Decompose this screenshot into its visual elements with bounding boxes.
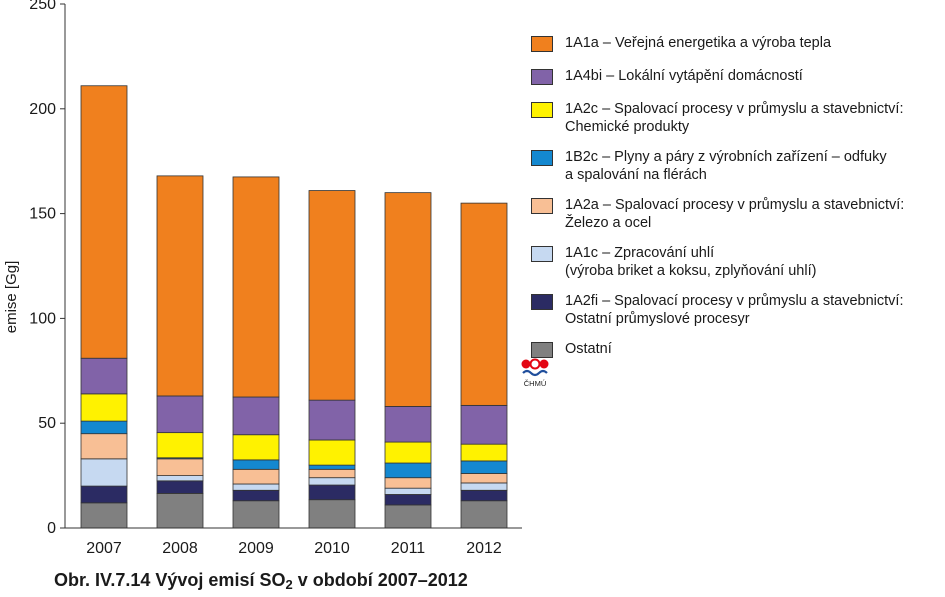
chmu-logo: ČHMÚ xyxy=(519,358,551,390)
bar-2008-series-0 xyxy=(156,493,204,529)
bar-2009-series-3 xyxy=(232,468,280,485)
x-tick-label: 2008 xyxy=(162,540,198,557)
bar-2007-series-2 xyxy=(80,458,128,487)
bar-2012-series-5 xyxy=(460,443,508,462)
legend-label: 1A1c – Zpracování uhlí (výroba briket a … xyxy=(565,245,817,279)
legend-swatch xyxy=(531,36,553,52)
bar-2009-series-1 xyxy=(232,489,280,502)
axes-layer: 2007 2008 2009 2010 2011 2012 0 50 100 150 200 250 xyxy=(29,0,522,557)
legend-label: 1A2c – Spalovací procesy v průmyslu a st… xyxy=(565,101,904,135)
bar-2009-series-2 xyxy=(232,483,280,491)
legend-swatch xyxy=(531,246,553,262)
legend-item: Ostatní xyxy=(531,340,612,358)
bar-2010-series-0 xyxy=(308,499,356,529)
bar-2011-series-1 xyxy=(384,494,432,506)
legend-item: 1A2fi – Spalovací procesy v průmyslu a s… xyxy=(531,292,904,328)
legend-swatch xyxy=(531,69,553,85)
bar-2010-series-4 xyxy=(308,464,356,470)
y-tick-label: 0 xyxy=(47,520,56,537)
bar-2012-series-4 xyxy=(460,460,508,474)
bar-2007-series-6 xyxy=(80,357,128,395)
legend-swatch xyxy=(531,294,553,310)
legend-swatch xyxy=(531,342,553,358)
bar-2008-series-2 xyxy=(156,475,204,482)
bar-2012-series-7 xyxy=(460,202,508,406)
bar-2010-series-1 xyxy=(308,484,356,501)
legend-label: 1B2c – Plyny a páry z výrobních zařízení… xyxy=(565,149,887,183)
legend-item: 1A2c – Spalovací procesy v průmyslu a st… xyxy=(531,100,904,136)
bar-2007-series-5 xyxy=(80,393,128,422)
legend-label: 1A2fi – Spalovací procesy v průmyslu a s… xyxy=(565,293,904,327)
bar-2008-series-1 xyxy=(156,480,204,494)
bar-2012-series-0 xyxy=(460,500,508,529)
bar-2007-series-4 xyxy=(80,420,128,435)
bar-2007-series-0 xyxy=(80,502,128,529)
y-tick-label: 100 xyxy=(29,310,56,327)
bar-2011-series-6 xyxy=(384,406,432,443)
bar-2009-series-4 xyxy=(232,459,280,470)
legend-swatch xyxy=(531,198,553,214)
bar-2007-series-3 xyxy=(80,433,128,460)
legend-swatch xyxy=(531,102,553,118)
caption-suffix: v období 2007–2012 xyxy=(292,570,468,590)
x-tick-label: 2011 xyxy=(391,540,426,557)
legend-label: 1A4bi – Lokální vytápění domácností xyxy=(565,68,803,84)
bar-2008-series-3 xyxy=(156,458,204,477)
bar-2009-series-6 xyxy=(232,396,280,436)
bar-2010-series-7 xyxy=(308,190,356,401)
bar-2010-series-5 xyxy=(308,439,356,466)
legend-item: 1A4bi – Lokální vytápění domácností xyxy=(531,67,803,85)
bar-2009-series-0 xyxy=(232,500,280,529)
legend-item: 1A1c – Zpracování uhlí (výroba briket a … xyxy=(531,244,816,280)
bars-layer xyxy=(80,85,508,529)
y-axis-label: emise [Gg] xyxy=(3,261,20,334)
x-tick-label: 2010 xyxy=(314,540,350,557)
bar-2011-series-3 xyxy=(384,477,432,489)
bar-2009-series-7 xyxy=(232,176,280,398)
legend-item: 1B2c – Plyny a páry z výrobních zařízení… xyxy=(531,148,887,184)
caption-prefix: Obr. IV.7.14 Vývoj emisí SO xyxy=(54,570,286,590)
x-tick-label: 2007 xyxy=(86,540,122,557)
bar-2011-series-4 xyxy=(384,462,432,479)
bar-2012-series-3 xyxy=(460,473,508,484)
logo-text: ČHMÚ xyxy=(524,379,547,388)
bar-2012-series-6 xyxy=(460,404,508,445)
bar-2010-series-2 xyxy=(308,477,356,486)
figure-caption: Obr. IV.7.14 Vývoj emisí SO2 v období 20… xyxy=(54,570,468,592)
y-tick-label: 200 xyxy=(29,101,56,118)
bar-2008-series-6 xyxy=(156,395,204,434)
bar-2008-series-7 xyxy=(156,175,204,397)
bar-2007-series-1 xyxy=(80,485,128,504)
legend-swatch xyxy=(531,150,553,166)
bar-2009-series-5 xyxy=(232,434,280,461)
bar-2011-series-5 xyxy=(384,441,432,464)
x-tick-label: 2009 xyxy=(238,540,274,557)
bar-2008-series-5 xyxy=(156,432,204,459)
bar-2010-series-3 xyxy=(308,468,356,479)
caption-subscript: 2 xyxy=(285,577,293,592)
bar-2010-series-6 xyxy=(308,399,356,441)
bar-2012-series-2 xyxy=(460,482,508,491)
y-tick-label: 250 xyxy=(29,0,56,13)
legend-label: 1A1a – Veřejná energetika a výroba tepla xyxy=(565,35,832,51)
y-tick-label: 50 xyxy=(38,415,56,432)
bar-2011-series-7 xyxy=(384,192,432,407)
bar-2011-series-0 xyxy=(384,504,432,529)
bar-2012-series-1 xyxy=(460,489,508,502)
bar-2011-series-2 xyxy=(384,487,432,495)
y-tick-label: 150 xyxy=(29,206,56,223)
bar-2007-series-7 xyxy=(80,85,128,359)
legend-item: 1A1a – Veřejná energetika a výroba tepla xyxy=(531,34,831,52)
x-tick-label: 2012 xyxy=(466,540,502,557)
legend-label: 1A2a – Spalovací procesy v průmyslu a st… xyxy=(565,197,905,231)
legend-label: Ostatní xyxy=(565,341,612,357)
legend-item: 1A2a – Spalovací procesy v průmyslu a st… xyxy=(531,196,904,232)
